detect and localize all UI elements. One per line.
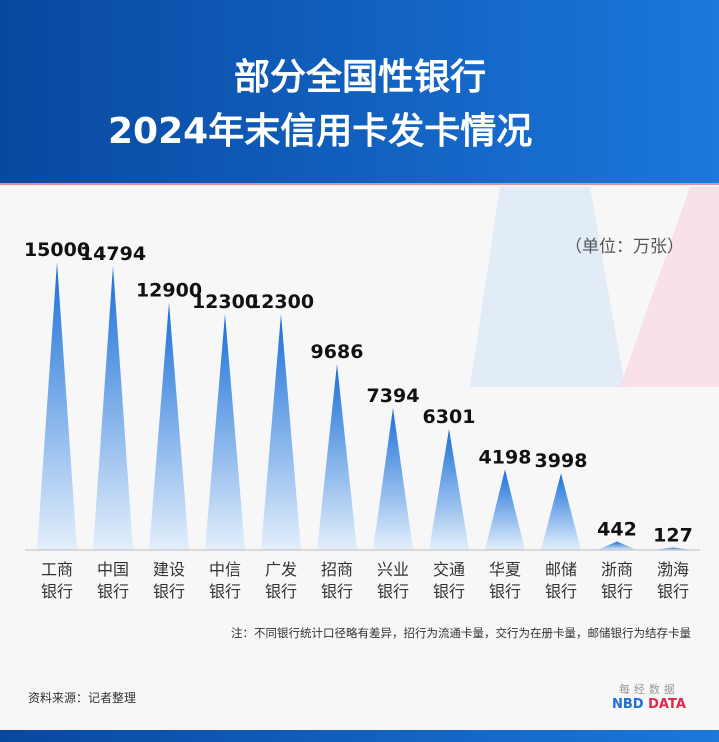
category-label: 华夏 — [489, 560, 521, 579]
category-label: 银行 — [377, 582, 409, 601]
bar — [205, 313, 245, 550]
unit-label: （单位：万张） — [565, 237, 684, 257]
title-line-1: 部分全国性银行 — [234, 57, 487, 98]
category-label: 兴业 — [377, 560, 409, 579]
logo-nbd: NBD — [612, 697, 644, 712]
data-label: 14794 — [80, 243, 146, 265]
category-label: 中信 — [209, 560, 241, 579]
category-label: 工商 — [41, 560, 73, 579]
category-label: 银行 — [657, 582, 689, 601]
category-label: 银行 — [545, 582, 577, 601]
data-label: 442 — [597, 519, 637, 541]
category-label: 中国 — [97, 560, 129, 579]
category-label: 广发 — [265, 560, 297, 579]
data-label: 4198 — [479, 446, 532, 468]
data-label: 12300 — [192, 291, 258, 313]
data-label: 6301 — [423, 406, 476, 428]
data-label: 127 — [653, 525, 693, 547]
category-label: 银行 — [209, 582, 241, 601]
category-label: 银行 — [153, 582, 185, 601]
bar — [37, 262, 77, 550]
category-label: 银行 — [433, 582, 465, 601]
category-label: 银行 — [41, 582, 73, 601]
data-label: 15000 — [24, 239, 90, 261]
header-banner: 部分全国性银行 2024年末信用卡发卡情况 — [0, 0, 719, 185]
category-label: 银行 — [601, 582, 633, 601]
category-label: 浙商 — [601, 560, 633, 579]
bar — [429, 429, 469, 550]
data-label: 12300 — [248, 291, 314, 313]
category-label: 邮储 — [545, 560, 577, 579]
bar — [317, 364, 357, 550]
bar — [149, 302, 189, 550]
footer-bar — [0, 730, 719, 742]
bar — [597, 541, 637, 550]
category-label: 渤海 — [657, 560, 689, 579]
bar — [541, 473, 581, 550]
bar — [261, 313, 301, 550]
bar — [373, 408, 413, 550]
category-label: 银行 — [489, 582, 521, 601]
data-label: 9686 — [311, 341, 364, 363]
bar — [653, 547, 693, 550]
bar — [485, 469, 525, 550]
category-label: 招商 — [321, 560, 353, 579]
category-label: 银行 — [321, 582, 353, 601]
decorative-background-shapes — [470, 187, 719, 387]
logo-data: DATA — [648, 697, 686, 712]
category-label: 建设 — [153, 560, 185, 579]
category-label: 银行 — [97, 582, 129, 601]
data-label: 3998 — [535, 450, 588, 472]
category-label: 银行 — [265, 582, 297, 601]
logo-cn: 每经数据 — [618, 683, 679, 696]
bar — [93, 265, 133, 550]
data-label: 7394 — [367, 385, 420, 407]
data-label: 12900 — [136, 279, 202, 301]
title-line-2: 2024年末信用卡发卡情况 — [108, 111, 533, 152]
footnote: 注：不同银行统计口径略有差异，招行为流通卡量，交行为在册卡量，邮储银行为结存卡量 — [231, 626, 691, 640]
category-label: 交通 — [433, 560, 465, 579]
nbd-data-logo: 每经数据 NBD DATA — [612, 681, 686, 712]
source-label: 资料来源：记者整理 — [28, 691, 137, 705]
